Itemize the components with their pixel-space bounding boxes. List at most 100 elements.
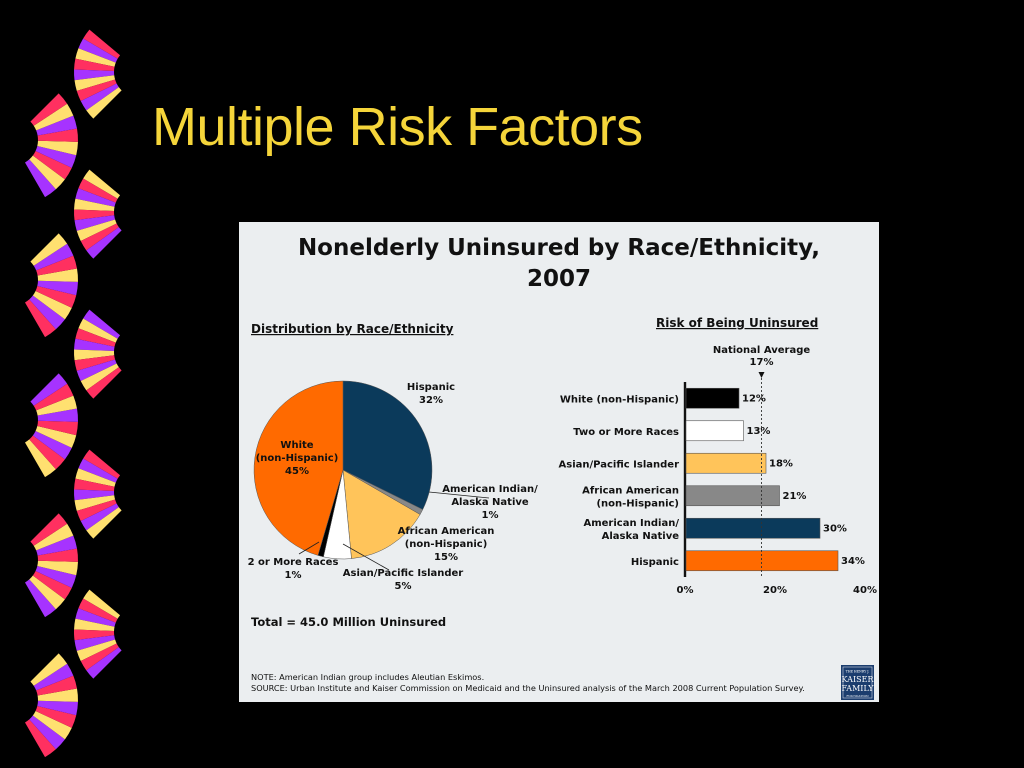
bar-category-label: American Indian/: [583, 518, 679, 529]
deco-fan-segment: [35, 425, 77, 448]
bar-x-tick-label: 20%: [763, 585, 787, 596]
deco-fan-segment: [33, 523, 74, 551]
deco-fan-segment: [74, 478, 115, 491]
deco-fan-segment: [76, 219, 117, 242]
bar: [685, 387, 740, 409]
pie-slice-label: African American: [398, 526, 495, 537]
deco-fan-segment: [35, 145, 77, 168]
deco-fan-segment: [32, 710, 72, 740]
pie-slice: [342, 380, 433, 510]
deco-fan: [25, 513, 78, 618]
national-average-arrow: [758, 372, 765, 378]
bar-chart: 12% White (non-Hispanic) 13% Two or More Ra…: [559, 345, 877, 596]
deco-fan-segment: [76, 639, 117, 662]
deco-fan-segment: [80, 503, 119, 531]
deco-fan-segment: [33, 103, 74, 131]
chart-figure: Nonelderly Uninsured by Race/Ethnicity, …: [239, 222, 879, 702]
deco-fan-segment: [30, 93, 68, 126]
deco-fan: [25, 93, 78, 198]
deco-fan-segment: [37, 140, 78, 156]
deco-fan-segment: [78, 38, 118, 63]
deco-fan-segment: [83, 449, 121, 479]
deco-fan-segment: [80, 83, 119, 111]
deco-fan-segment: [86, 367, 122, 399]
deco-fan: [25, 653, 78, 758]
deco-fan-segment: [75, 468, 116, 487]
deco-fan-segment: [25, 439, 56, 478]
bar-category-label: Hispanic: [631, 557, 679, 568]
deco-fan-segment: [78, 178, 118, 203]
pie-slice-value-label: 5%: [395, 581, 412, 592]
pie-slice-label: (non-Hispanic): [405, 539, 488, 550]
bar: [685, 550, 839, 572]
deco-fan-segment: [80, 643, 119, 671]
deco-fan-segment: [83, 309, 121, 339]
pie-slice-value-label: 15%: [434, 552, 458, 563]
deco-fan-segment: [33, 663, 74, 691]
deco-fan-segment: [36, 675, 77, 696]
deco-fan-segment: [83, 589, 121, 619]
deco-fan-segment: [33, 243, 74, 271]
bar-value-label: 18%: [769, 458, 793, 469]
pie-slice: [342, 469, 421, 559]
bar-category-label: African American: [582, 485, 679, 496]
bar-value-label: 34%: [841, 556, 865, 567]
deco-fan-segment: [76, 499, 117, 522]
deco-fan-segment: [37, 560, 78, 576]
bar-category-label: White (non-Hispanic): [560, 394, 679, 405]
pie-slice-value-label: 1%: [482, 510, 499, 521]
deco-fan-segment: [75, 328, 116, 347]
deco-fan-segment: [83, 169, 121, 199]
figure-source: SOURCE: Urban Institute and Kaiser Commi…: [251, 683, 805, 693]
pie-leader-line: [298, 541, 320, 555]
pie-slice-value-label: 45%: [285, 466, 309, 477]
deco-fan-segment: [80, 223, 119, 251]
deco-fan-segment: [37, 408, 78, 422]
deco-fan-segment: [37, 548, 78, 562]
deco-fan-segment: [36, 535, 77, 556]
deco-fan-segment: [29, 435, 65, 470]
deco-fan-segment: [74, 198, 115, 211]
deco-fan-segment: [25, 299, 56, 338]
figure-note: NOTE: American Indian group includes Ale…: [251, 672, 484, 682]
logo-text: FOUNDATION: [846, 694, 869, 698]
deco-fan-segment: [29, 575, 65, 610]
deco-fan-segment: [74, 495, 116, 511]
pie-slice: [253, 380, 344, 556]
deco-fan-segment: [29, 295, 65, 330]
deco-fan-segment: [29, 155, 65, 190]
deco-fan-segment: [86, 227, 122, 259]
deco-fan-segment: [37, 280, 78, 296]
deco-fan-segment: [80, 363, 119, 391]
bar-value-label: 30%: [823, 523, 847, 534]
bar-category-label: Two or More Races: [573, 427, 679, 438]
pie-slice-label: White: [280, 440, 313, 451]
deco-fan-segment: [37, 128, 78, 142]
deco-fan-segment: [25, 159, 56, 198]
deco-fan-segment: [32, 430, 72, 460]
pie-total-label: Total = 45.0 Million Uninsured: [251, 615, 446, 629]
deco-fan: [74, 589, 122, 679]
deco-fan-segment: [73, 69, 115, 81]
decorative-fan-border: [25, 29, 122, 758]
pie-slice-label: Hispanic: [407, 382, 455, 393]
deco-fan-segment: [83, 29, 121, 59]
pie-slice-label: 2 or More Races: [248, 557, 339, 568]
deco-fan-segment: [74, 58, 115, 71]
logo-text: THE HENRY J.: [846, 670, 870, 674]
chart-canvas: Nonelderly Uninsured by Race/Ethnicity, …: [248, 235, 877, 700]
deco-fan-segment: [37, 688, 78, 702]
deco-fan-segment: [29, 715, 65, 750]
deco-fan-segment: [74, 75, 116, 91]
pie-slice-label: Alaska Native: [451, 497, 529, 508]
deco-fan: [73, 29, 122, 119]
deco-fan: [74, 449, 122, 539]
deco-fan-segment: [74, 215, 116, 231]
bar-category-label: Alaska Native: [602, 531, 680, 542]
pie-slice-value-label: 32%: [419, 395, 443, 406]
deco-fan-segment: [75, 48, 116, 67]
logo-text: KAISER: [842, 675, 875, 684]
pie-leader-line: [428, 491, 490, 499]
deco-fan-segment: [74, 635, 116, 651]
bar-value-label: 13%: [747, 426, 771, 437]
